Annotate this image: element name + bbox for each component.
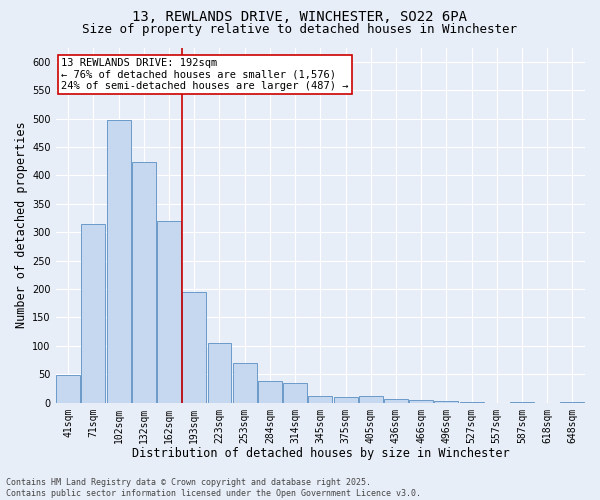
Bar [233, 363, 257, 403]
X-axis label: Distribution of detached houses by size in Winchester: Distribution of detached houses by size … [131, 447, 509, 460]
Bar [359, 396, 383, 402]
Text: Size of property relative to detached houses in Winchester: Size of property relative to detached ho… [83, 22, 517, 36]
Text: 13 REWLANDS DRIVE: 192sqm
← 76% of detached houses are smaller (1,576)
24% of se: 13 REWLANDS DRIVE: 192sqm ← 76% of detac… [61, 58, 349, 92]
Text: Contains HM Land Registry data © Crown copyright and database right 2025.
Contai: Contains HM Land Registry data © Crown c… [6, 478, 421, 498]
Bar [409, 400, 433, 402]
Bar [258, 381, 282, 402]
Bar [384, 398, 408, 402]
Bar [56, 376, 80, 402]
Bar [283, 384, 307, 402]
Bar [107, 120, 131, 403]
Bar [434, 401, 458, 402]
Text: 13, REWLANDS DRIVE, WINCHESTER, SO22 6PA: 13, REWLANDS DRIVE, WINCHESTER, SO22 6PA [133, 10, 467, 24]
Bar [82, 224, 106, 402]
Bar [132, 162, 156, 402]
Bar [308, 396, 332, 402]
Bar [182, 292, 206, 403]
Bar [208, 343, 232, 402]
Bar [157, 221, 181, 402]
Bar [334, 397, 358, 402]
Y-axis label: Number of detached properties: Number of detached properties [15, 122, 28, 328]
